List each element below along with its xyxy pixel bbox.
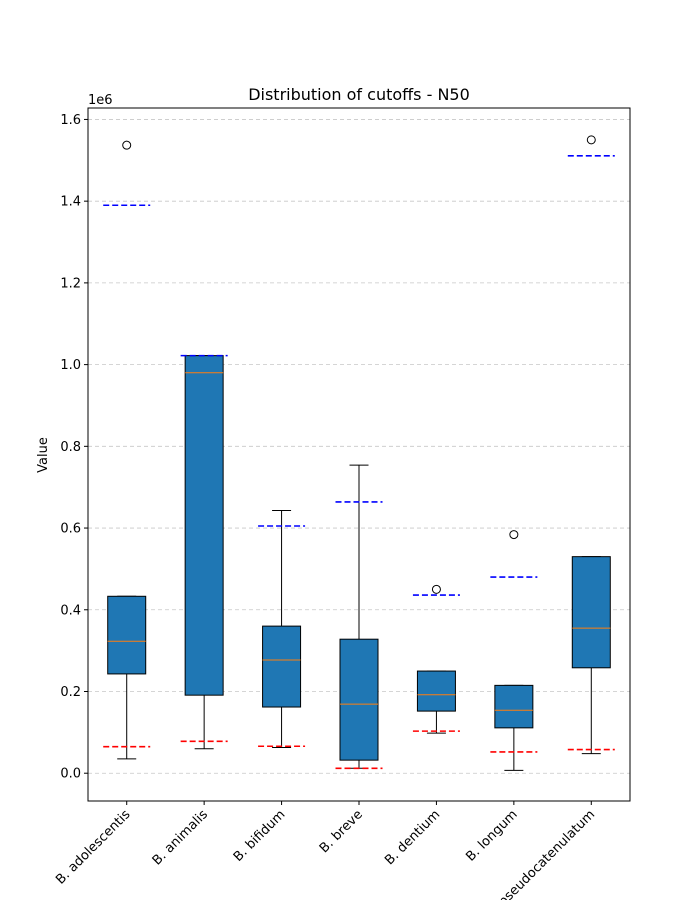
y-axis-label: Value [36, 437, 51, 473]
y-tick-label: 0.6 [60, 522, 81, 537]
x-tick-label: B. dentium [382, 807, 443, 868]
y-tick-label: 0.2 [60, 685, 81, 700]
x-axis: B. adolescentis B. animalis B. bifidum B. b… [53, 801, 598, 900]
box-group [258, 509, 306, 748]
box-group [490, 530, 538, 771]
y-tick-label: 1.4 [60, 195, 81, 210]
outlier-point [431, 584, 441, 594]
box-group [412, 584, 460, 734]
x-tick-label: B. animalis [150, 807, 211, 868]
y-tick-label: 1.0 [60, 358, 81, 373]
box [416, 670, 456, 712]
box [262, 625, 302, 708]
outlier-point [586, 135, 596, 145]
box [107, 595, 147, 675]
outlier-point [122, 140, 132, 150]
y-tick-label: 1.6 [60, 113, 81, 128]
chart-title: Distribution of cutoffs - N50 [248, 85, 470, 104]
box [339, 638, 379, 761]
x-tick-label: B. adolescentis [53, 807, 133, 887]
box-group [335, 464, 383, 770]
x-tick-label: B. breve [317, 807, 366, 856]
box [184, 355, 224, 696]
y-tick-label: 1.2 [60, 276, 81, 291]
grid-lines [88, 119, 630, 774]
y-tick-label: 0.4 [60, 603, 81, 618]
box-group [180, 354, 228, 750]
plot-frame [87, 107, 631, 802]
y-offset-label: 1e6 [88, 93, 113, 108]
box-group [567, 135, 615, 755]
box [494, 684, 534, 729]
box-group [103, 140, 151, 760]
box [571, 556, 611, 669]
x-tick-label: B. bifidum [231, 807, 289, 865]
y-tick-label: 0.8 [60, 440, 81, 455]
box-series [103, 135, 615, 771]
y-axis: 0.0 0.2 0.4 0.6 0.8 1.0 1.2 1.4 1.6 [60, 113, 88, 782]
x-tick-label: B. longum [463, 807, 520, 864]
y-tick-label: 0.0 [60, 767, 81, 782]
outlier-point [509, 530, 519, 540]
